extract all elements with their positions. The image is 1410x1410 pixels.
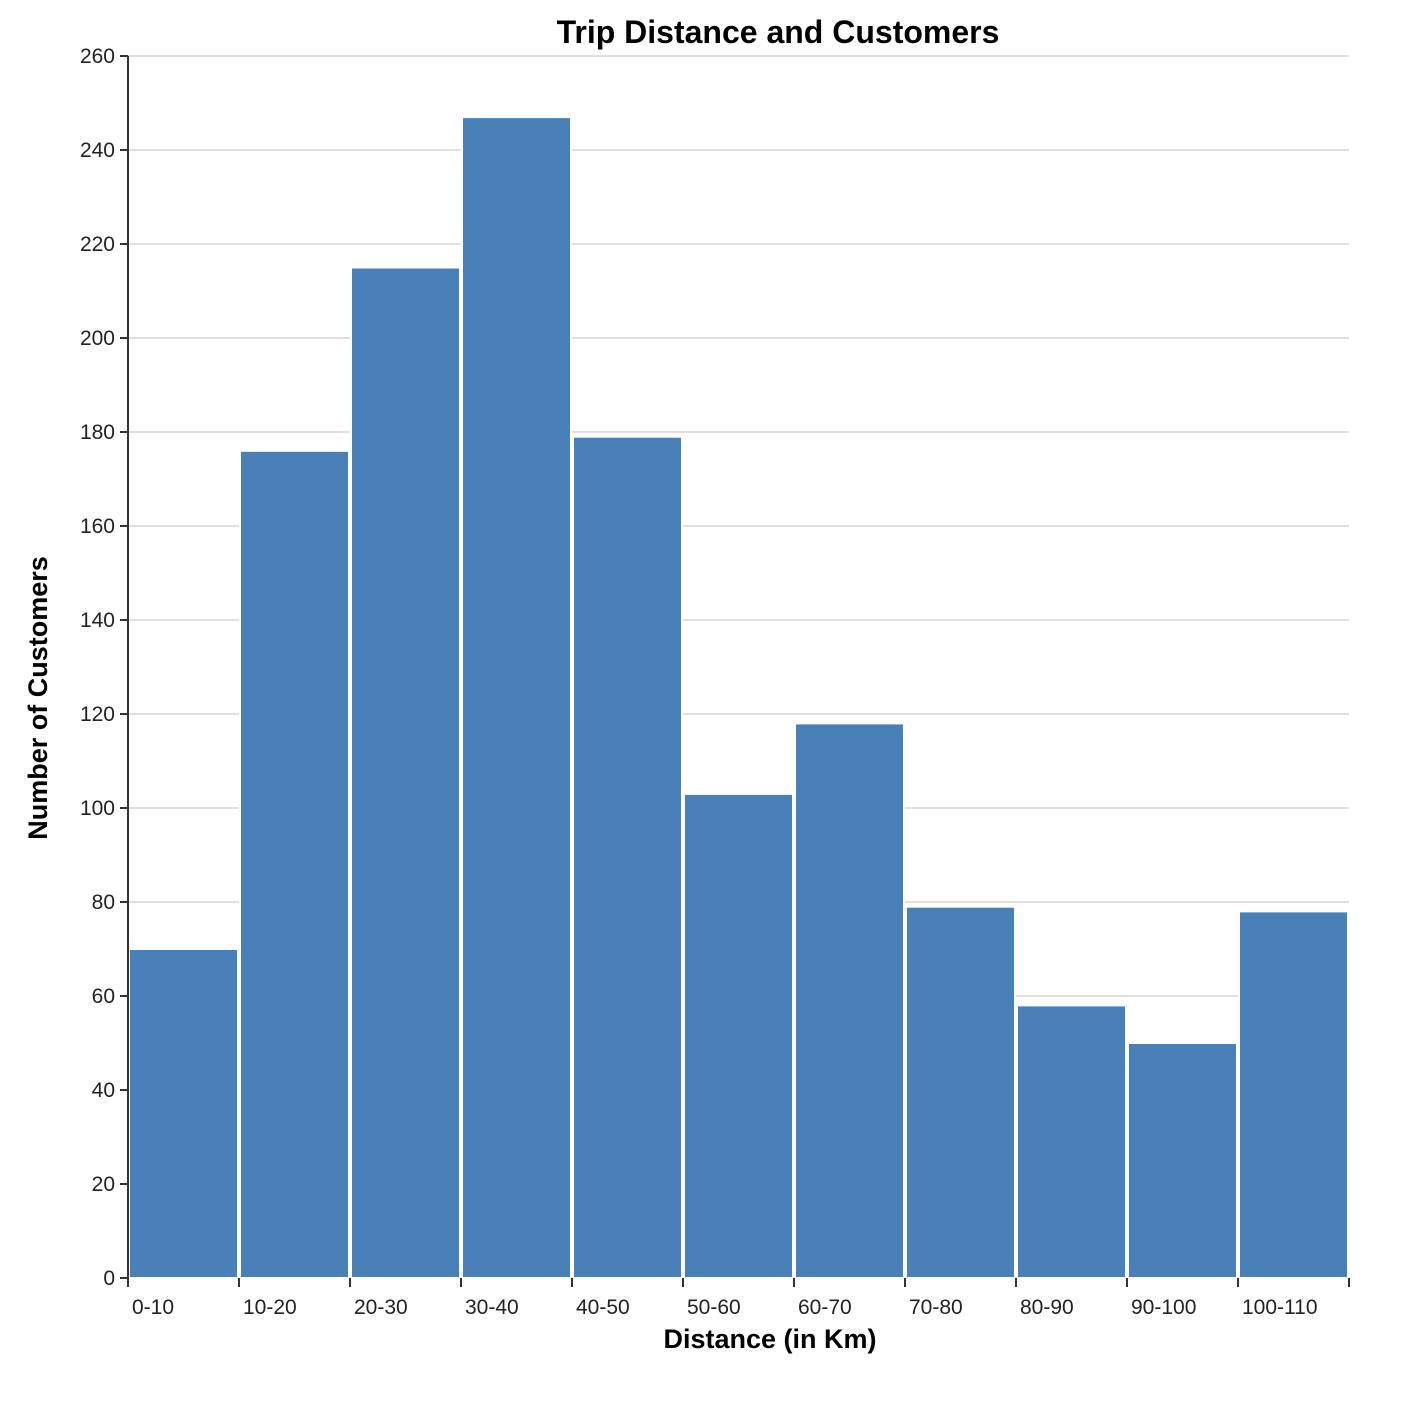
x-tick-label: 50-60 [687,1296,741,1319]
y-tick-label: 120 [80,703,115,726]
bar-80-90 [1016,1004,1127,1280]
y-tick-label: 0 [103,1267,115,1290]
x-tick-label: 80-90 [1020,1296,1074,1319]
bar-60-70 [794,722,905,1279]
x-tick-label: 10-20 [243,1296,297,1319]
y-axis-title: Number of Customers [23,556,53,840]
x-axis-title: Distance (in Km) [663,1324,876,1354]
bar-30-40 [461,116,572,1280]
axes: 0 20 40 60 80 100 120 140 160 180 200 220 240 260 0-10… [80,45,1350,1319]
y-tick-label: 80 [92,891,115,914]
bar-50-60 [683,792,794,1280]
x-tick-label: 30-40 [465,1296,519,1319]
x-tick-label: 0-10 [132,1296,174,1319]
bar-0-10 [128,948,239,1279]
y-tick-label: 200 [80,327,115,350]
x-tick-label: 100-110 [1242,1296,1318,1319]
y-tick-label: 140 [80,609,115,632]
x-tick-label: 70-80 [909,1296,963,1319]
y-tick-label: 180 [80,421,115,444]
y-tick-label: 20 [92,1173,115,1196]
y-tick-label: 160 [80,515,115,538]
y-tick-label: 40 [92,1079,115,1102]
bar-90-100 [1127,1042,1238,1279]
y-tick-label: 220 [80,233,115,256]
x-tick-label: 40-50 [576,1296,630,1319]
y-tick-label: 260 [80,45,115,68]
y-tick-label: 240 [80,139,115,162]
x-tick-label: 20-30 [354,1296,408,1319]
chart-title: Trip Distance and Customers [557,14,1000,50]
bar-10-20 [239,449,350,1279]
bars [128,116,1349,1280]
bar-40-50 [572,435,683,1279]
bar-20-30 [350,266,461,1279]
x-tick-label: 60-70 [798,1296,852,1319]
y-tick-label: 100 [80,797,115,820]
x-tick-label: 90-100 [1131,1296,1196,1319]
y-tick-label: 60 [92,985,115,1008]
bar-100-110 [1238,910,1349,1280]
bar-70-80 [905,905,1016,1279]
